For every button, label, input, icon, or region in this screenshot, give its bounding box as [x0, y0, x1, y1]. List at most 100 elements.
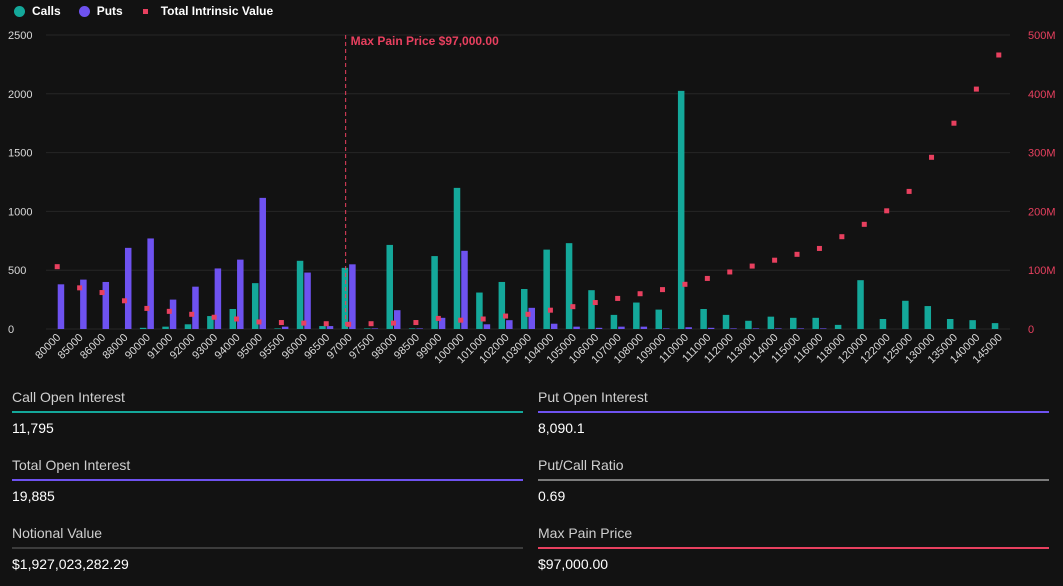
put-bar	[461, 250, 468, 329]
call-bar	[364, 328, 371, 329]
tiv-marker	[570, 304, 576, 310]
puts-legend-marker	[78, 5, 90, 17]
tiv-marker	[77, 285, 83, 291]
tiv-marker	[615, 295, 621, 301]
calls-legend-marker	[14, 5, 25, 17]
tiv-marker	[525, 311, 531, 317]
legend-label-puts: Puts	[96, 4, 123, 18]
tiv-marker	[660, 287, 666, 293]
call-bar	[251, 283, 259, 329]
call-bar	[296, 260, 304, 329]
open-interest-chart: 0 500 1000 1500 2000 2500 0 100M 200M 300M 400M 500…	[8, 30, 1056, 366]
tiv-marker	[727, 269, 733, 275]
put-bar	[752, 328, 760, 329]
put-bar	[797, 328, 805, 329]
call-bar	[341, 267, 349, 329]
tiv-marker	[234, 316, 240, 322]
call-bar	[543, 249, 550, 329]
tiv-marker	[704, 275, 710, 281]
put-bar	[416, 328, 423, 329]
call-bar	[812, 317, 819, 329]
tiv-marker	[121, 298, 127, 304]
stat-label: Call Open Interest	[12, 389, 125, 405]
tiv-marker	[547, 307, 553, 313]
tiv-marker	[794, 251, 800, 257]
call-bar	[476, 292, 483, 329]
call-bar	[162, 326, 169, 329]
stat-underline	[12, 479, 523, 481]
call-bar	[655, 309, 663, 329]
put-bar	[192, 286, 199, 329]
stat-value: 19,885	[12, 488, 55, 504]
legend-item-tiv[interactable]: Total Intrinsic Value	[141, 4, 273, 18]
put-bar	[349, 264, 356, 329]
stat-underline	[538, 547, 1049, 549]
call-bar	[924, 306, 932, 329]
stat-put-call-ratio: Put/Call Ratio 0.69	[538, 448, 1049, 516]
tiv-marker	[816, 245, 822, 251]
max-pain-label: Max Pain Price $97,000.00	[351, 34, 499, 48]
stat-label: Total Open Interest	[12, 457, 131, 473]
tiv-marker	[592, 300, 598, 306]
call-bar	[745, 320, 752, 329]
put-bar	[730, 328, 737, 329]
tiv-marker	[413, 320, 419, 326]
stat-label: Put Open Interest	[538, 389, 648, 405]
call-bar	[946, 319, 954, 329]
put-bar	[393, 310, 401, 329]
tiv-marker	[189, 311, 195, 317]
call-bar	[521, 289, 528, 329]
call-bar	[610, 314, 618, 329]
tiv-marker	[996, 52, 1002, 58]
stat-value: 8,090.1	[538, 420, 585, 436]
call-bar	[677, 90, 685, 329]
legend-item-puts[interactable]: Puts	[78, 4, 123, 18]
put-bar	[371, 328, 379, 329]
y-left-tick-label: 500	[8, 265, 26, 277]
tiv-marker	[99, 290, 105, 296]
tiv-marker	[301, 320, 307, 326]
put-bar	[214, 268, 222, 329]
stats-panel: Call Open Interest 11,795 Put Open Inter…	[0, 380, 1063, 586]
put-bar	[483, 324, 491, 329]
tiv-marker	[682, 281, 688, 287]
y-right-tick-label: 500M	[1028, 30, 1056, 42]
tiv-marker	[929, 154, 935, 160]
put-bar	[304, 272, 311, 329]
tiv-marker	[390, 320, 396, 326]
call-bar	[184, 324, 192, 329]
stat-value: $1,927,023,282.29	[12, 556, 129, 572]
put-bar	[102, 281, 110, 329]
tiv-marker	[368, 321, 374, 327]
tiv-marker	[503, 313, 509, 319]
tiv-marker	[211, 314, 217, 320]
put-bar	[147, 238, 154, 329]
put-bar	[169, 299, 177, 329]
call-bar	[431, 256, 438, 329]
call-bar	[565, 243, 573, 329]
put-bar	[326, 326, 334, 329]
y-left-tick-label: 2500	[8, 30, 32, 42]
put-bar	[506, 320, 513, 329]
call-bar	[229, 309, 237, 329]
call-bar	[386, 244, 393, 329]
put-bar	[528, 307, 535, 329]
put-bar	[618, 326, 625, 329]
put-bar	[640, 326, 648, 329]
stat-label: Notional Value	[12, 525, 103, 541]
stat-underline	[12, 411, 523, 413]
y-right-tick-label: 300M	[1028, 148, 1056, 160]
tiv-marker	[458, 317, 464, 323]
put-bar	[80, 279, 87, 329]
stat-call-open-interest: Call Open Interest 11,795	[12, 380, 523, 448]
tiv-marker	[166, 308, 172, 314]
call-bar	[498, 281, 506, 329]
stat-value: $97,000.00	[538, 556, 609, 572]
put-bar	[775, 328, 782, 329]
put-bar	[237, 259, 244, 329]
tiv-marker	[278, 320, 284, 326]
tiv-marker	[973, 86, 979, 92]
put-bar	[124, 247, 132, 329]
call-bar	[588, 290, 595, 329]
legend-item-calls[interactable]: Calls	[14, 4, 61, 18]
